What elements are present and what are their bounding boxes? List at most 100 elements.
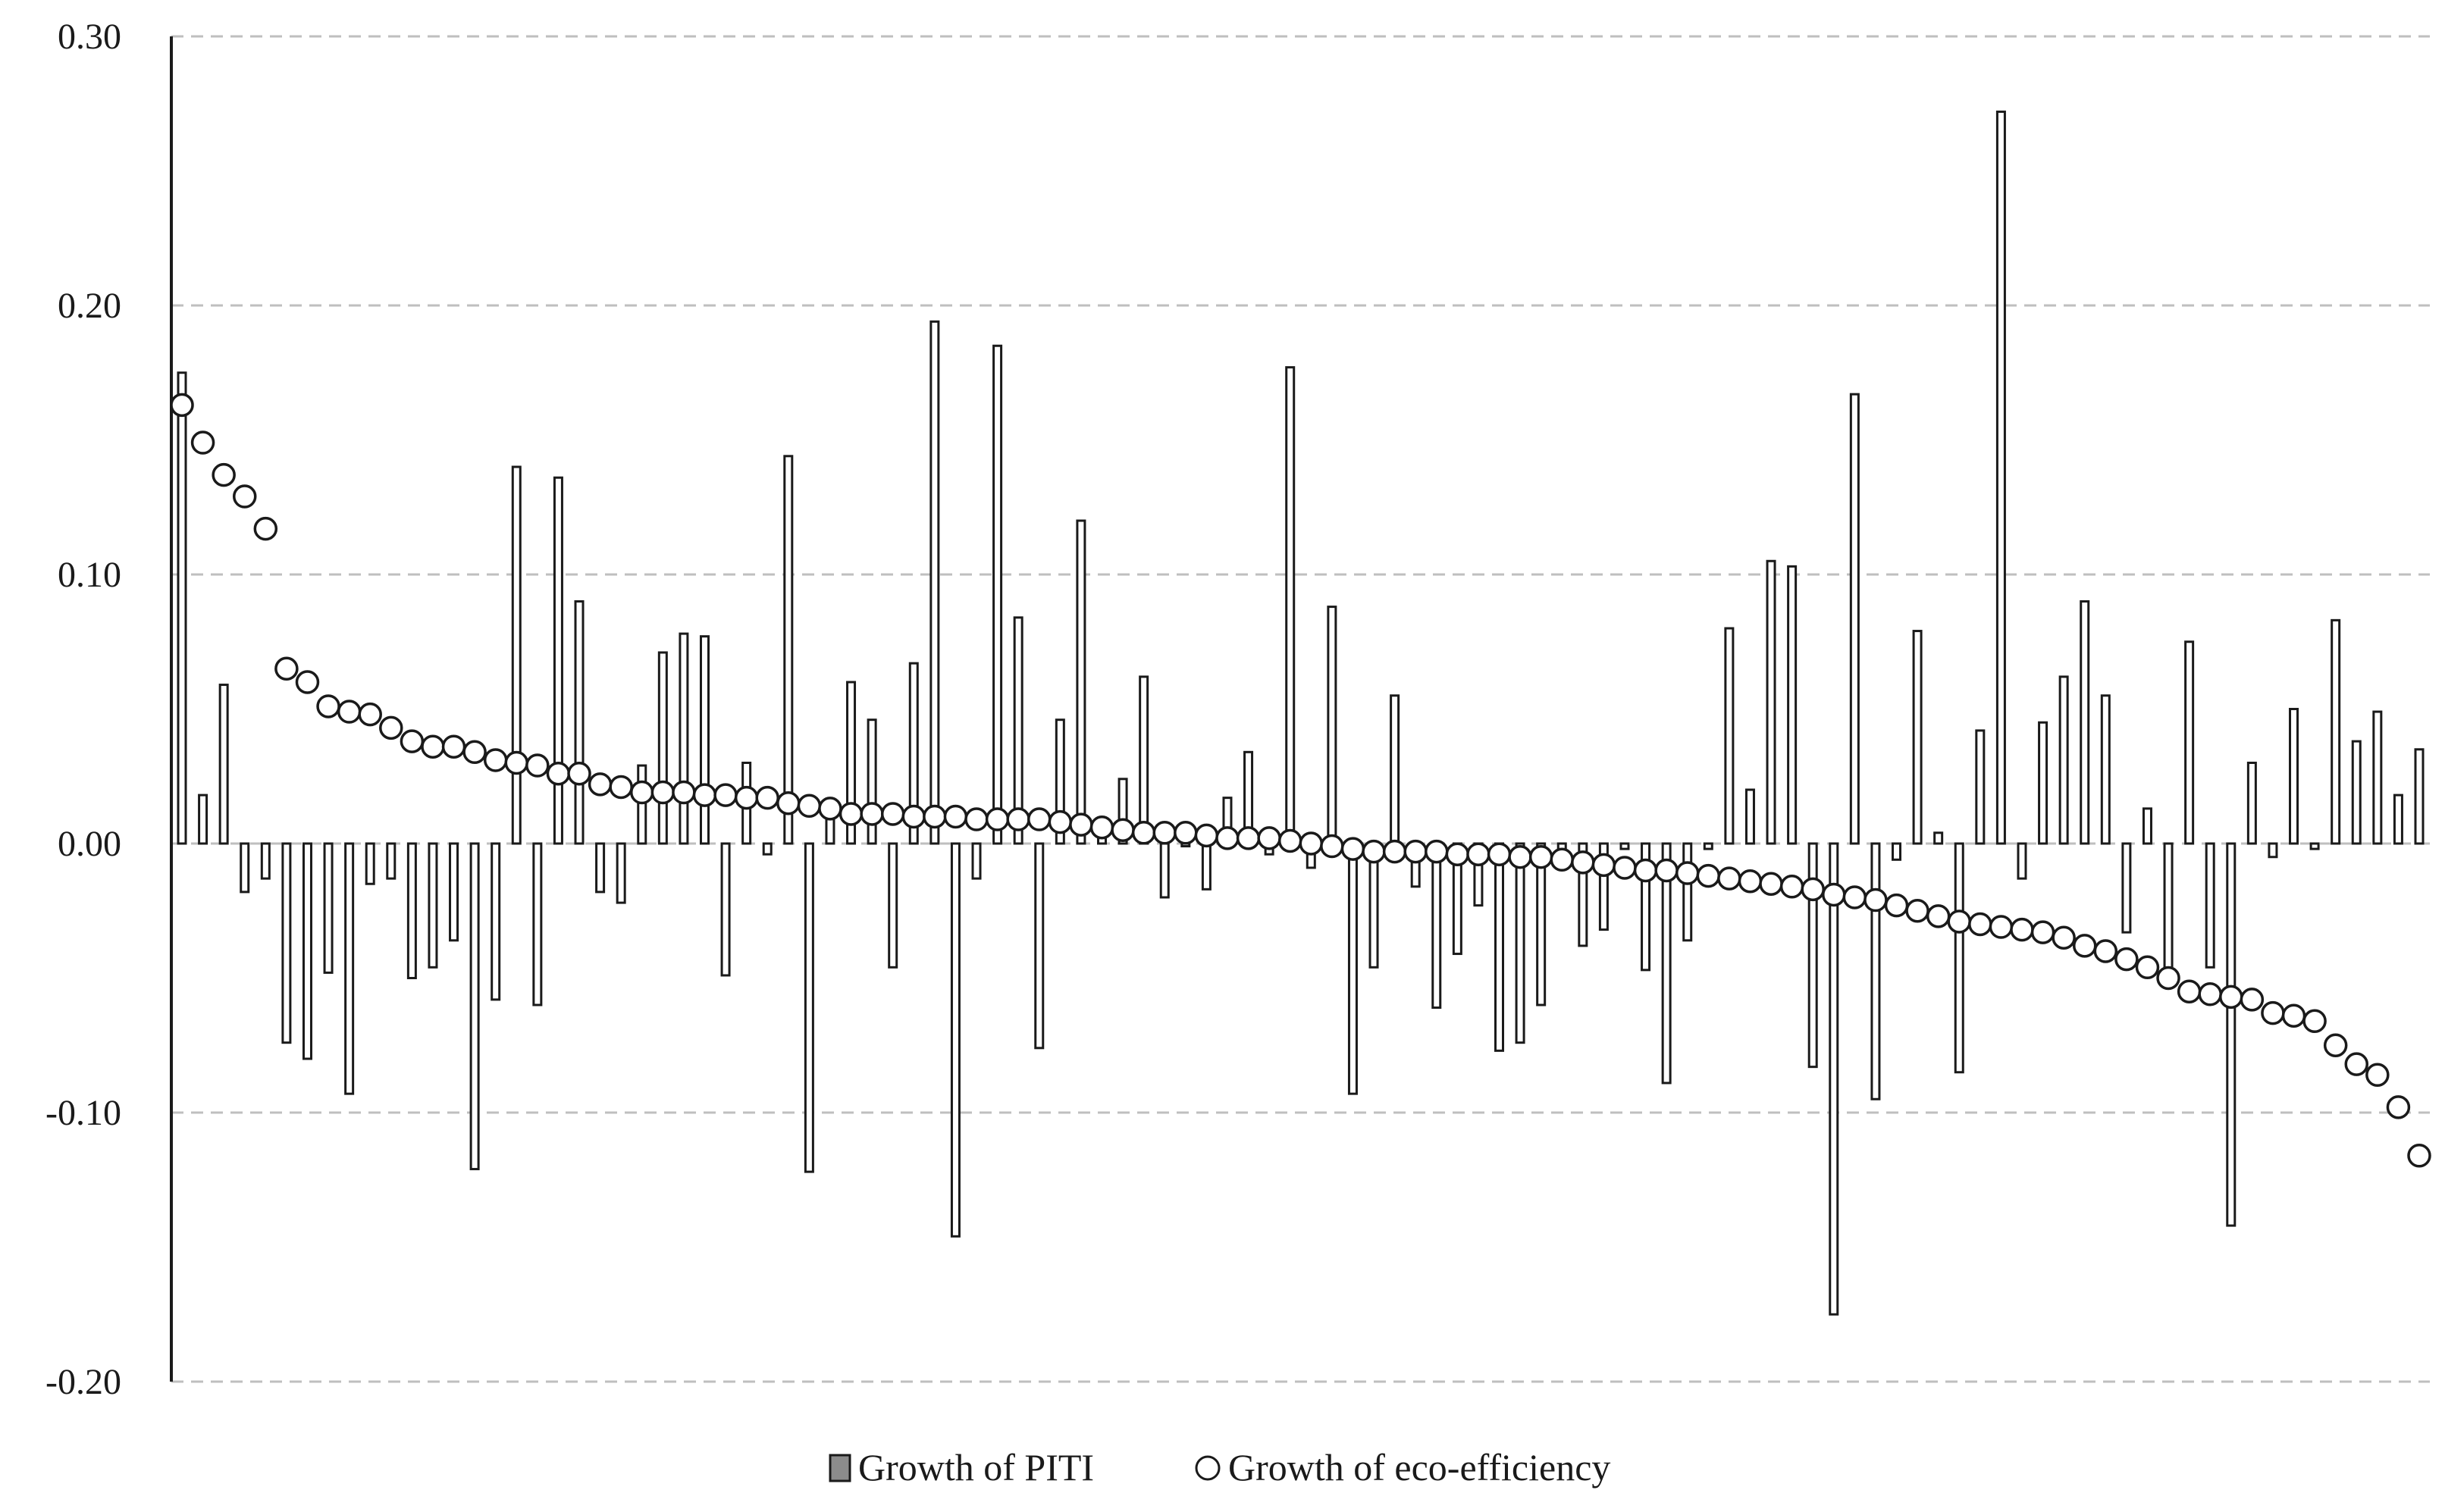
eco-efficiency-point [1466, 842, 1491, 866]
piti-bar [2414, 748, 2425, 845]
eco-efficiency-point [1257, 826, 1281, 850]
eco-efficiency-point [379, 715, 403, 740]
piti-bar [657, 651, 668, 845]
piti-bar [449, 842, 459, 942]
eco-efficiency-point [943, 804, 968, 829]
eco-efficiency-point [462, 740, 487, 765]
eco-efficiency-point [923, 804, 947, 829]
eco-efficiency-point [1968, 912, 1992, 937]
eco-efficiency-point [1320, 834, 1344, 859]
piti-bar [2121, 842, 2132, 934]
eco-efficiency-point [1947, 909, 1972, 934]
eco-efficiency-point [1131, 821, 1156, 845]
piti-bar [1076, 519, 1086, 845]
piti-bar [1661, 842, 1672, 1085]
piti-bar [2205, 842, 2215, 969]
piti-bar [1849, 393, 1860, 845]
eco-efficiency-point [2219, 985, 2243, 1010]
piti-bar [1285, 366, 1296, 845]
eco-efficiency-point [1759, 872, 1783, 896]
eco-efficiency-point [316, 694, 340, 718]
eco-efficiency-point [1048, 809, 1073, 834]
piti-bar [2184, 640, 2195, 845]
eco-efficiency-point [1905, 899, 1929, 923]
eco-efficiency-point [504, 750, 529, 775]
eco-efficiency-point [1675, 861, 1700, 885]
piti-bar [2142, 807, 2152, 845]
eco-efficiency-point [672, 780, 696, 805]
eco-efficiency-point [274, 656, 299, 681]
piti-bar [1139, 675, 1149, 845]
eco-efficiency-point [734, 785, 759, 810]
eco-efficiency-point [2365, 1063, 2390, 1088]
piti-bar [302, 842, 312, 1060]
eco-efficiency-point [1089, 815, 1114, 840]
eco-efficiency-point [901, 804, 926, 829]
eco-efficiency-point [190, 430, 215, 455]
piti-bar [1327, 606, 1337, 845]
piti-bar [198, 794, 208, 845]
piti-bar [1034, 842, 1045, 1050]
eco-efficiency-point [692, 783, 717, 807]
piti-bar [469, 842, 480, 1171]
piti-bar [2393, 794, 2403, 845]
piti-bar [971, 842, 982, 880]
eco-efficiency-point [400, 729, 425, 753]
y-tick-label: 0.20 [58, 286, 121, 326]
piti-bar [1912, 630, 1923, 845]
eco-efficiency-point [546, 761, 571, 786]
eco-efficiency-point [629, 780, 654, 805]
eco-efficiency-point [1006, 807, 1030, 831]
piti-bar [2268, 842, 2278, 859]
eco-efficiency-point [776, 791, 801, 815]
eco-efficiency-point [1926, 904, 1951, 928]
piti-bar [1933, 831, 1944, 845]
piti-bar [679, 632, 689, 845]
piti-bar [720, 842, 731, 977]
piti-bar [1724, 627, 1735, 845]
piti-bar [1703, 842, 1713, 850]
eco-efficiency-point [1864, 887, 1888, 913]
eco-efficiency-point [567, 761, 591, 786]
eco-efficiency-point [483, 748, 508, 772]
piti-bar [1013, 616, 1023, 845]
eco-efficiency-point [1487, 842, 1512, 866]
piti-bar [2351, 740, 2362, 845]
eco-efficiency-point [1382, 839, 1407, 864]
eco-efficiency-point [1696, 863, 1721, 888]
eco-efficiency-point [1842, 885, 1867, 909]
piti-bar [406, 842, 417, 979]
piti-bar [240, 842, 250, 894]
eco-efficiency-point [212, 462, 236, 487]
eco-efficiency-point [2114, 947, 2139, 972]
y-tick-label: 0.00 [58, 824, 121, 864]
eco-efficiency-point [1174, 821, 1198, 845]
piti-bar [2058, 675, 2069, 845]
piti-bar [1598, 842, 1609, 931]
eco-efficiency-point [1152, 821, 1177, 845]
eco-efficiency-point [609, 775, 633, 800]
eco-efficiency-point [2177, 979, 2202, 1003]
eco-efficiency-point [2323, 1033, 2348, 1057]
piti-bar [281, 842, 292, 1044]
eco-efficiency-point [1362, 839, 1386, 864]
piti-bar [574, 600, 585, 845]
eco-efficiency-point [755, 785, 779, 810]
y-axis-ticks: 0.30 0.20 0.10 0.00 -0.10 -0.20 [45, 17, 121, 1402]
piti-bar [2309, 842, 2320, 850]
piti-bar [553, 476, 563, 845]
eco-efficiency-point [2198, 982, 2222, 1006]
eco-efficiency-point [358, 702, 382, 727]
piti-bar [2331, 618, 2341, 845]
eco-efficiency-point [1069, 812, 1093, 837]
piti-bar [929, 320, 940, 845]
piti-bar [1744, 788, 1755, 845]
eco-efficiency-point [797, 794, 822, 819]
piti-bar [1347, 842, 1358, 1095]
piti-bar [616, 842, 626, 904]
eco-efficiency-point [1340, 837, 1365, 861]
piti-bar [1578, 842, 1588, 947]
piti-bar [1431, 842, 1442, 1010]
piti-bar [2017, 842, 2027, 880]
y-tick-label: -0.10 [45, 1093, 121, 1133]
